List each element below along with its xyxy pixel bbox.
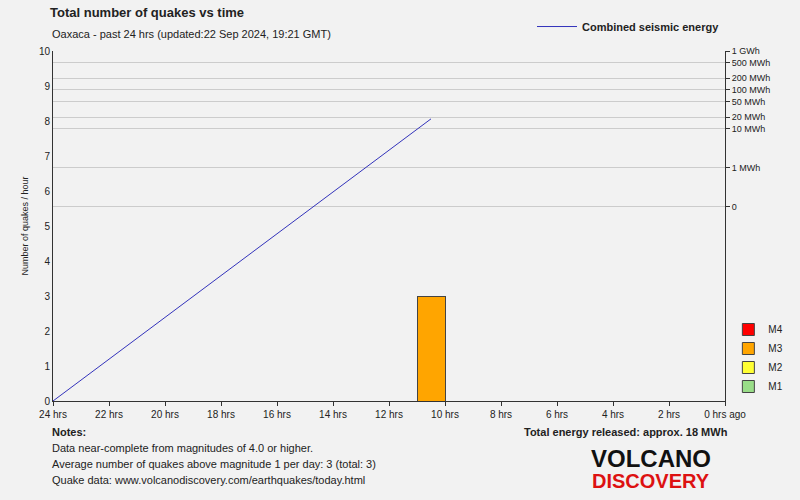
svg-text:10 MWh: 10 MWh	[732, 124, 766, 134]
svg-text:4 hrs: 4 hrs	[602, 409, 624, 420]
svg-text:200 MWh: 200 MWh	[732, 73, 771, 83]
svg-text:16 hrs: 16 hrs	[263, 409, 291, 420]
svg-text:M4: M4	[768, 324, 782, 335]
svg-text:14 hrs: 14 hrs	[319, 409, 347, 420]
svg-text:0: 0	[732, 202, 737, 212]
svg-text:6: 6	[44, 186, 50, 197]
svg-text:M1: M1	[768, 381, 782, 392]
svg-text:500 MWh: 500 MWh	[732, 58, 771, 68]
svg-text:1: 1	[44, 361, 50, 372]
svg-text:24 hrs: 24 hrs	[39, 409, 67, 420]
svg-text:Total number of quakes vs time: Total number of quakes vs time	[50, 5, 244, 20]
svg-text:Quake data: www.volcanodiscove: Quake data: www.volcanodiscovery.com/ear…	[52, 474, 365, 486]
svg-text:10 hrs: 10 hrs	[431, 409, 459, 420]
svg-text:Combined seismic energy: Combined seismic energy	[582, 21, 719, 33]
svg-text:0: 0	[44, 396, 50, 407]
svg-text:1 MWh: 1 MWh	[732, 163, 761, 173]
svg-text:M2: M2	[768, 362, 782, 373]
svg-text:4: 4	[44, 256, 50, 267]
svg-text:0 hrs ago: 0 hrs ago	[704, 409, 746, 420]
svg-text:6 hrs: 6 hrs	[546, 409, 568, 420]
svg-text:Total energy released: approx.: Total energy released: approx. 18 MWh	[524, 426, 728, 438]
svg-text:9: 9	[44, 81, 50, 92]
svg-text:20 hrs: 20 hrs	[151, 409, 179, 420]
svg-text:50 MWh: 50 MWh	[732, 97, 766, 107]
svg-text:M3: M3	[768, 343, 782, 354]
svg-text:12 hrs: 12 hrs	[375, 409, 403, 420]
svg-text:20 MWh: 20 MWh	[732, 112, 766, 122]
svg-text:8: 8	[44, 116, 50, 127]
svg-text:2: 2	[44, 326, 50, 337]
svg-text:2 hrs: 2 hrs	[658, 409, 680, 420]
svg-text:VOLCANO: VOLCANO	[591, 445, 711, 472]
svg-text:5: 5	[44, 221, 50, 232]
svg-text:Data near-complete from magnit: Data near-complete from magnitudes of 4.…	[52, 442, 313, 454]
svg-text:1 GWh: 1 GWh	[732, 46, 760, 56]
svg-text:Notes:: Notes:	[52, 426, 86, 438]
svg-text:3: 3	[44, 291, 50, 302]
svg-text:Average number of quakes above: Average number of quakes above magnitude…	[52, 458, 376, 470]
svg-text:8 hrs: 8 hrs	[490, 409, 512, 420]
svg-text:100 MWh: 100 MWh	[732, 85, 771, 95]
svg-text:22 hrs: 22 hrs	[95, 409, 123, 420]
svg-text:DISCOVERY: DISCOVERY	[592, 470, 710, 492]
svg-text:7: 7	[44, 151, 50, 162]
svg-text:Oaxaca - past 24 hrs (updated:: Oaxaca - past 24 hrs (updated:22 Sep 202…	[52, 28, 331, 40]
svg-text:Number of quakes / hour: Number of quakes / hour	[20, 176, 30, 275]
svg-text:18 hrs: 18 hrs	[207, 409, 235, 420]
svg-text:10: 10	[39, 46, 51, 57]
